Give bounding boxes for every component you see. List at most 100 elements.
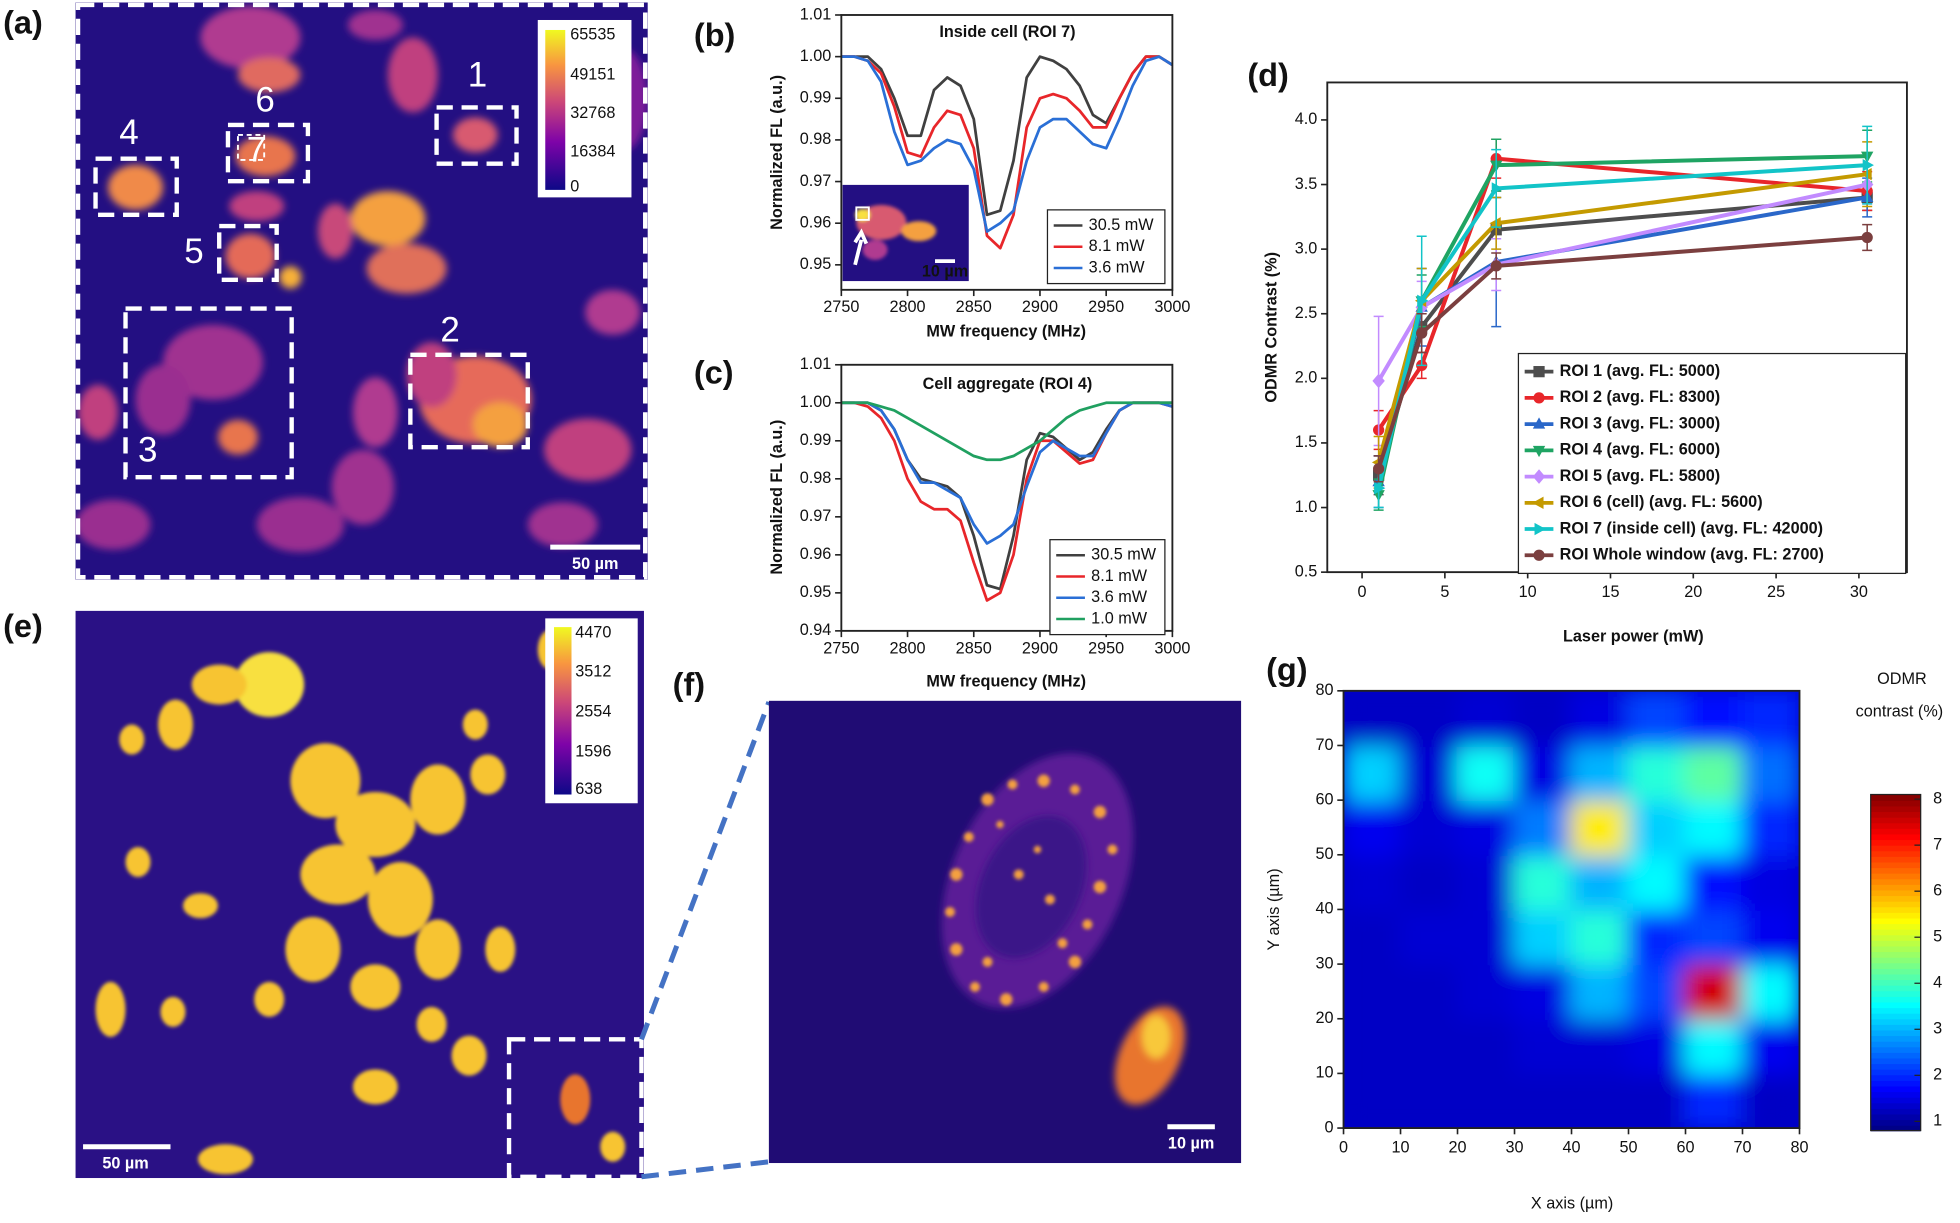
marker [1490, 260, 1502, 272]
colorbar-tick-label: 5 [1933, 928, 1942, 946]
y-tick-label: 3.5 [1295, 175, 1318, 193]
heatmap-cell [1399, 744, 1459, 802]
heatmap-cell [1456, 798, 1516, 857]
series-line [1376, 235, 1868, 470]
y-axis-label: Normalized FL (a.u.) [768, 75, 786, 230]
colorbar-tick-label: 4470 [575, 624, 611, 642]
scale-bar-label: 10 µm [1168, 1135, 1214, 1153]
marker [1532, 496, 1544, 510]
roi-box [434, 105, 519, 166]
heatmap-cell [1684, 1072, 1744, 1129]
x-tick-label: 30 [1850, 583, 1868, 601]
colorbar-slice [1870, 850, 1921, 857]
colorbar-slice [1870, 1113, 1921, 1121]
scale-bar-label: 50 µm [102, 1155, 148, 1173]
heatmap-cell [1741, 744, 1800, 802]
colorbar-slice [1870, 828, 1921, 835]
heatmap-cell [1513, 1072, 1573, 1129]
colorbar-slice [1870, 1001, 1921, 1009]
plot-frame [840, 14, 1174, 291]
marker [1532, 445, 1546, 458]
colorbar-slice [1870, 822, 1921, 829]
heatmap-cell [1456, 908, 1516, 966]
cells [941, 753, 1185, 1105]
x-tick-label: 10 [1519, 583, 1537, 601]
legend-label: 3.6 mW [1091, 588, 1148, 606]
y-tick-label: 0.99 [800, 431, 832, 449]
marker [1532, 469, 1546, 484]
colorbar-slice [1870, 1096, 1921, 1104]
roi-box [217, 223, 279, 283]
x-tick-label: 15 [1601, 583, 1619, 601]
heatmap-cell [1684, 1017, 1744, 1075]
colorbar-slice [1870, 1007, 1921, 1014]
heatmap-cell [1399, 962, 1459, 1020]
heatmap-cell [1570, 962, 1630, 1020]
heatmap-cell [1399, 1017, 1459, 1075]
heatmap-cell [1513, 690, 1573, 747]
x-tick-label: 80 [1790, 1138, 1808, 1156]
x-axis-label: Laser power (mW) [1563, 627, 1704, 645]
legend-label: 8.1 mW [1091, 567, 1148, 585]
x-tick-label: 3000 [1154, 298, 1190, 316]
x-tick-label: 20 [1684, 583, 1702, 601]
colorbar-slice [1870, 1091, 1921, 1098]
roi-box [855, 206, 870, 221]
x-tick-label: 3000 [1154, 639, 1190, 657]
legend-box [1517, 352, 1907, 575]
heatmap-cell [1570, 1017, 1630, 1075]
x-tick-label: 2750 [823, 298, 859, 316]
heatmap-cell [1456, 690, 1516, 747]
roi-label: 5 [184, 232, 203, 271]
y-tick-label: 1.01 [800, 355, 832, 373]
legend-label: ROI 2 (avg. FL: 8300) [1560, 388, 1721, 406]
marker [1862, 158, 1874, 172]
heatmap-cell [1343, 690, 1402, 747]
heatmap-cell [1513, 853, 1573, 911]
roi-label: 4 [119, 113, 138, 152]
panel-label: (a) [3, 5, 43, 41]
colorbar-tick-label: 4 [1933, 974, 1942, 992]
legend-label: ROI Whole window (avg. FL: 2700) [1560, 546, 1824, 564]
arrow [853, 228, 869, 266]
y-tick-label: 70 [1315, 736, 1333, 754]
legend-label: 8.1 mW [1089, 237, 1146, 255]
colorbar [1870, 794, 1921, 1132]
colorbar-slice [1870, 884, 1921, 891]
x-tick-label: 10 [1391, 1138, 1409, 1156]
colorbar-slice [1870, 1057, 1921, 1065]
marker [1372, 373, 1385, 389]
y-tick-label: 0.95 [800, 255, 832, 273]
heatmap-cell [1741, 962, 1800, 1020]
heatmap-cell [1684, 962, 1744, 1020]
heatmap-cell [1456, 962, 1516, 1020]
heatmap-cell [1627, 690, 1687, 747]
y-tick-label: 50 [1315, 845, 1333, 863]
colorbar-slice [1870, 917, 1921, 925]
heatmap-cell [1741, 908, 1800, 966]
marker [1861, 231, 1873, 244]
chart-title: Cell aggregate (ROI 4) [923, 375, 1093, 393]
heatmap-cell [1343, 1017, 1402, 1075]
x-tick-label: 25 [1767, 583, 1785, 601]
x-tick-label: 60 [1676, 1138, 1694, 1156]
x-tick-label: 20 [1448, 1138, 1466, 1156]
heatmap-cell [1741, 853, 1800, 911]
heatmap-cell [1570, 690, 1630, 747]
colorbar-frame [1870, 793, 1922, 1132]
heatmap-cell [1684, 853, 1744, 911]
colorbar-tick-label: 6 [1933, 881, 1942, 899]
colorbar-slice [1870, 800, 1921, 807]
marker [1417, 294, 1429, 307]
heatmap-cell [1627, 908, 1687, 966]
heatmap-cell [1513, 798, 1573, 857]
colorbar-tick-label: 1596 [575, 742, 611, 760]
heatmap-cell [1627, 798, 1687, 857]
x-tick-label: 40 [1562, 1138, 1580, 1156]
legend-label: ROI 6 (cell) (avg. FL: 5600) [1560, 493, 1763, 511]
heatmap-cell [1627, 744, 1687, 802]
frame-dashed [75, 2, 648, 580]
heatmap-cell [1684, 798, 1744, 857]
colorbar-slice [1870, 956, 1921, 964]
colorbar-tick-label: 16384 [570, 143, 615, 161]
